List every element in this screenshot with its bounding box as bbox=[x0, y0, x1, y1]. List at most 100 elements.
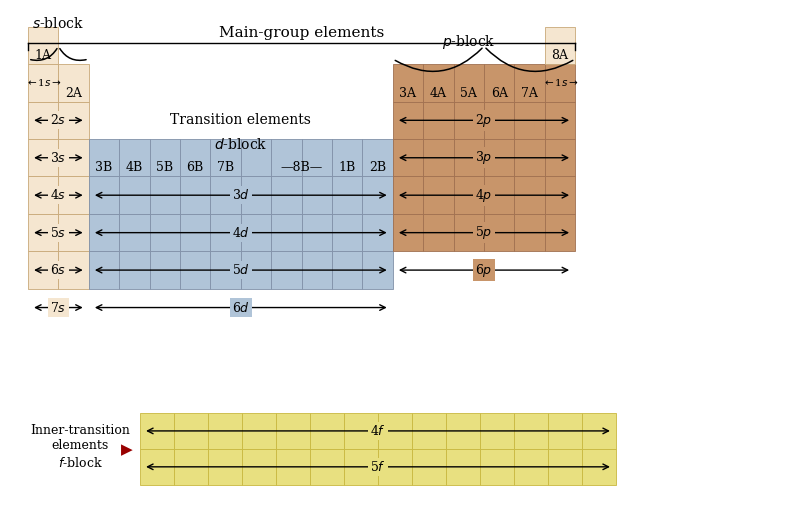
Bar bbox=[58, 102, 89, 139]
Text: 6A: 6A bbox=[490, 87, 508, 100]
Text: 6B: 6B bbox=[186, 162, 204, 174]
Bar bbox=[545, 214, 575, 251]
Text: 4B: 4B bbox=[126, 162, 143, 174]
Bar bbox=[241, 251, 271, 289]
Bar bbox=[446, 449, 480, 485]
Bar bbox=[241, 176, 271, 214]
Text: 6$d$: 6$d$ bbox=[232, 301, 250, 314]
Text: 4$d$: 4$d$ bbox=[232, 226, 250, 240]
Text: $\leftarrow$1$s\rightarrow$: $\leftarrow$1$s\rightarrow$ bbox=[542, 77, 578, 88]
Text: 3$p$: 3$p$ bbox=[475, 149, 493, 166]
Bar bbox=[446, 413, 480, 449]
Bar bbox=[241, 139, 271, 176]
Bar bbox=[28, 214, 58, 251]
Bar bbox=[484, 139, 514, 176]
Bar bbox=[271, 214, 302, 251]
Bar bbox=[484, 102, 514, 139]
Bar bbox=[119, 214, 150, 251]
Bar bbox=[514, 102, 545, 139]
Text: 2$p$: 2$p$ bbox=[475, 112, 493, 129]
Bar bbox=[140, 413, 174, 449]
Text: 8A: 8A bbox=[551, 49, 569, 62]
Text: 3$s$: 3$s$ bbox=[50, 151, 66, 165]
Bar bbox=[514, 64, 545, 102]
Text: 5$p$: 5$p$ bbox=[475, 224, 493, 241]
Bar bbox=[332, 139, 362, 176]
Bar bbox=[393, 176, 423, 214]
Bar bbox=[210, 214, 241, 251]
Bar bbox=[150, 214, 180, 251]
Bar bbox=[484, 64, 514, 102]
Bar bbox=[180, 139, 210, 176]
Bar bbox=[423, 139, 454, 176]
Bar bbox=[210, 139, 241, 176]
Bar bbox=[174, 449, 208, 485]
Text: 5$d$: 5$d$ bbox=[232, 263, 250, 277]
Bar bbox=[454, 139, 484, 176]
Bar bbox=[362, 176, 393, 214]
Bar bbox=[28, 102, 58, 139]
Bar bbox=[582, 449, 616, 485]
Bar bbox=[393, 214, 423, 251]
Bar bbox=[548, 413, 582, 449]
Bar bbox=[28, 64, 58, 102]
Bar bbox=[58, 64, 89, 102]
Bar bbox=[344, 413, 378, 449]
Bar bbox=[332, 214, 362, 251]
Bar bbox=[242, 449, 276, 485]
Bar bbox=[180, 176, 210, 214]
Bar bbox=[582, 413, 616, 449]
Bar bbox=[302, 176, 332, 214]
Bar bbox=[302, 251, 332, 289]
Text: 6$s$: 6$s$ bbox=[50, 263, 66, 277]
Text: 1A: 1A bbox=[34, 49, 52, 62]
Bar bbox=[412, 413, 446, 449]
Text: 7A: 7A bbox=[521, 87, 538, 100]
Bar bbox=[119, 139, 150, 176]
Bar bbox=[514, 449, 548, 485]
Bar bbox=[454, 102, 484, 139]
Bar bbox=[89, 214, 119, 251]
Text: —8B—: —8B— bbox=[281, 162, 322, 174]
Bar bbox=[140, 449, 174, 485]
Bar bbox=[332, 251, 362, 289]
Bar bbox=[423, 176, 454, 214]
Bar bbox=[150, 139, 180, 176]
Text: 4$p$: 4$p$ bbox=[475, 187, 493, 204]
Bar bbox=[302, 214, 332, 251]
Bar bbox=[58, 251, 89, 289]
Bar bbox=[174, 413, 208, 449]
Bar bbox=[332, 176, 362, 214]
Bar bbox=[362, 251, 393, 289]
Bar bbox=[454, 214, 484, 251]
Bar bbox=[271, 176, 302, 214]
Text: 5$f$: 5$f$ bbox=[370, 460, 386, 474]
Bar bbox=[150, 251, 180, 289]
Bar bbox=[423, 102, 454, 139]
Bar bbox=[58, 176, 89, 214]
Text: 7B: 7B bbox=[217, 162, 234, 174]
Bar bbox=[180, 214, 210, 251]
Text: Main-group elements: Main-group elements bbox=[219, 26, 384, 40]
Bar bbox=[423, 64, 454, 102]
Text: ▶: ▶ bbox=[121, 442, 132, 458]
Text: $p$-block: $p$-block bbox=[442, 33, 495, 51]
Bar bbox=[545, 27, 575, 64]
Text: 5B: 5B bbox=[156, 162, 174, 174]
Bar bbox=[514, 413, 548, 449]
Bar bbox=[241, 214, 271, 251]
Text: $f$-block: $f$-block bbox=[58, 456, 102, 470]
Bar bbox=[28, 27, 58, 64]
Bar bbox=[89, 251, 119, 289]
Bar bbox=[454, 176, 484, 214]
Text: 3A: 3A bbox=[399, 87, 417, 100]
Bar bbox=[208, 449, 242, 485]
Text: 2A: 2A bbox=[65, 87, 82, 100]
Bar bbox=[514, 214, 545, 251]
Bar bbox=[454, 64, 484, 102]
Text: 3B: 3B bbox=[95, 162, 113, 174]
Bar bbox=[378, 449, 412, 485]
Bar bbox=[545, 139, 575, 176]
Bar bbox=[119, 176, 150, 214]
Bar bbox=[276, 413, 310, 449]
